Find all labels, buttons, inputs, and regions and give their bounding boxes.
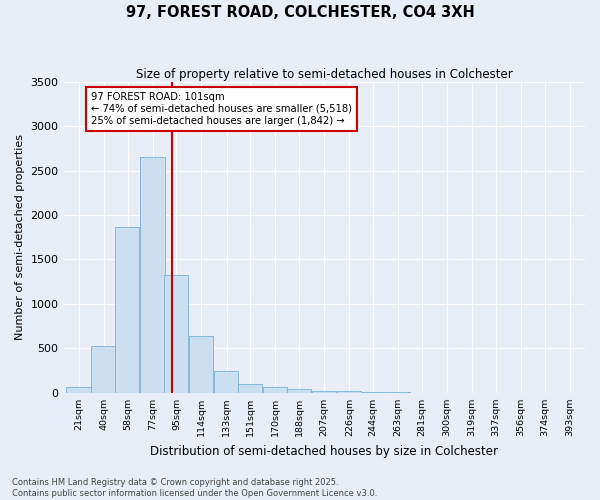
Y-axis label: Number of semi-detached properties: Number of semi-detached properties xyxy=(15,134,25,340)
Text: Contains HM Land Registry data © Crown copyright and database right 2025.
Contai: Contains HM Land Registry data © Crown c… xyxy=(12,478,377,498)
Bar xyxy=(287,389,311,393)
Title: Size of property relative to semi-detached houses in Colchester: Size of property relative to semi-detach… xyxy=(136,68,512,80)
Bar xyxy=(115,228,139,393)
Bar xyxy=(361,392,385,393)
Bar xyxy=(312,390,336,393)
Bar xyxy=(66,387,91,393)
X-axis label: Distribution of semi-detached houses by size in Colchester: Distribution of semi-detached houses by … xyxy=(150,444,498,458)
Text: 97, FOREST ROAD, COLCHESTER, CO4 3XH: 97, FOREST ROAD, COLCHESTER, CO4 3XH xyxy=(125,5,475,20)
Bar xyxy=(189,336,214,393)
Bar xyxy=(238,384,262,393)
Text: 97 FOREST ROAD: 101sqm
← 74% of semi-detached houses are smaller (5,518)
25% of : 97 FOREST ROAD: 101sqm ← 74% of semi-det… xyxy=(91,92,352,126)
Bar xyxy=(214,371,238,393)
Bar xyxy=(263,387,287,393)
Bar xyxy=(91,346,116,393)
Bar xyxy=(337,392,361,393)
Bar xyxy=(164,274,188,393)
Bar xyxy=(140,157,164,393)
